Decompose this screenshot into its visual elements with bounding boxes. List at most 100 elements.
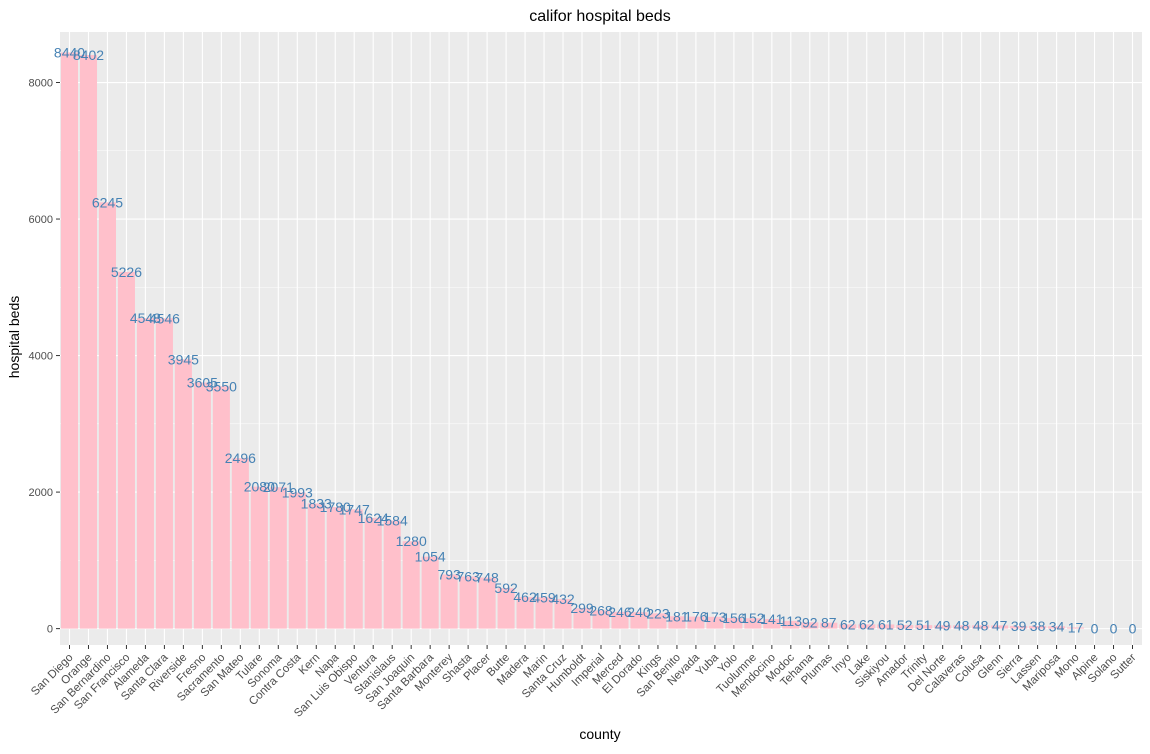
data-label: 3550: [206, 378, 237, 394]
bar-kings: [649, 613, 667, 629]
bar-mariposa: [1048, 626, 1066, 629]
bar-san-diego: [60, 52, 79, 629]
data-label: 299: [570, 600, 594, 616]
data-label: 1747: [339, 501, 370, 517]
y-tick-label: 4000: [29, 351, 53, 363]
data-label: 61: [878, 616, 894, 632]
data-label: 3605: [187, 375, 218, 391]
data-label: 432: [551, 591, 575, 607]
bar-lassen: [1029, 626, 1047, 629]
data-label: 1280: [396, 533, 427, 549]
bar-inyo: [839, 624, 857, 629]
bar-shasta: [459, 576, 477, 629]
data-label: 4548: [130, 310, 161, 326]
bar-sonoma: [269, 487, 287, 629]
bar-plumas: [820, 622, 838, 629]
bar-san-francisco: [117, 271, 135, 629]
bar-san-bernardino: [98, 202, 116, 629]
bar-siskiyou: [877, 624, 895, 629]
bar-modoc: [782, 620, 800, 629]
y-tick-label: 8000: [29, 78, 53, 90]
data-label: 87: [821, 615, 837, 631]
data-label: 1584: [377, 512, 408, 528]
bar-marin: [535, 597, 553, 629]
bar-tuolumne: [744, 618, 762, 629]
data-label: 2496: [225, 450, 256, 466]
bar-del-norte: [934, 625, 952, 629]
data-label: 173: [703, 609, 727, 625]
data-label: 793: [437, 566, 461, 582]
data-label: 223: [646, 605, 670, 621]
bar-imperial: [592, 610, 610, 629]
bar-santa-barbara: [421, 556, 439, 629]
data-label: 2080: [244, 479, 275, 495]
bar-kern: [307, 503, 325, 629]
data-label: 51: [916, 617, 932, 633]
data-label: 246: [608, 604, 632, 620]
bar-humboldt: [573, 608, 591, 629]
data-label: 48: [954, 617, 970, 633]
bar-tehama: [801, 622, 819, 629]
y-tick-label: 6000: [29, 214, 53, 226]
data-label: 2071: [263, 479, 294, 495]
y-tick-label: 2000: [29, 487, 53, 499]
bar-mono: [1067, 627, 1085, 629]
data-label: 156: [722, 610, 746, 626]
data-label: 49: [935, 617, 951, 633]
data-label: 1993: [282, 485, 313, 501]
bar-madera: [516, 597, 534, 629]
data-label: 0: [1129, 621, 1137, 637]
bar-yuba: [706, 616, 724, 629]
bar-el-dorado: [630, 612, 648, 629]
data-label: 1780: [320, 499, 351, 515]
data-label: 47: [992, 617, 1008, 633]
data-label: 240: [627, 604, 651, 620]
bar-san-benito: [668, 616, 686, 629]
data-label: 92: [802, 614, 818, 630]
bar-butte: [497, 588, 515, 629]
data-label: 39: [1011, 618, 1027, 634]
data-label: 1624: [358, 510, 389, 526]
data-label: 0: [1110, 621, 1118, 637]
bar-sierra: [1010, 625, 1028, 629]
data-label: 3945: [168, 351, 199, 367]
data-label: 459: [532, 589, 556, 605]
bar-nevada: [687, 616, 705, 629]
y-axis-title: hospital beds: [6, 296, 22, 379]
data-label: 592: [494, 580, 518, 596]
data-label: 38: [1030, 618, 1046, 634]
bar-amador: [896, 625, 914, 629]
data-label: 152: [741, 610, 765, 626]
data-label: 268: [589, 602, 613, 618]
data-label: 1833: [301, 495, 332, 511]
data-label: 748: [475, 570, 499, 586]
bar-napa: [326, 507, 344, 629]
data-label: 462: [513, 589, 537, 605]
bar-colusa: [972, 625, 990, 629]
data-label: 4546: [149, 310, 180, 326]
bar-riverside: [174, 359, 192, 629]
data-label: 763: [456, 569, 480, 585]
data-label: 181: [665, 608, 689, 624]
bar-alameda: [136, 318, 154, 629]
data-label: 52: [897, 617, 913, 633]
bar-yolo: [725, 617, 743, 629]
bar-glenn: [991, 625, 1009, 629]
x-axis-title: county: [579, 726, 620, 742]
data-label: 141: [760, 611, 784, 627]
data-label: 1054: [415, 549, 446, 565]
bar-sacramento: [212, 386, 230, 629]
data-label: 176: [684, 609, 708, 625]
bar-merced: [611, 611, 629, 629]
bar-fresno: [193, 382, 211, 629]
data-label: 8440: [54, 44, 85, 60]
bars: [60, 52, 1085, 629]
data-label: 62: [840, 616, 856, 632]
bar-contra-costa: [288, 492, 306, 629]
data-label: 34: [1049, 618, 1065, 634]
bar-mendocino: [763, 618, 781, 629]
data-label: 113: [780, 613, 803, 629]
data-label: 0: [1091, 621, 1099, 637]
